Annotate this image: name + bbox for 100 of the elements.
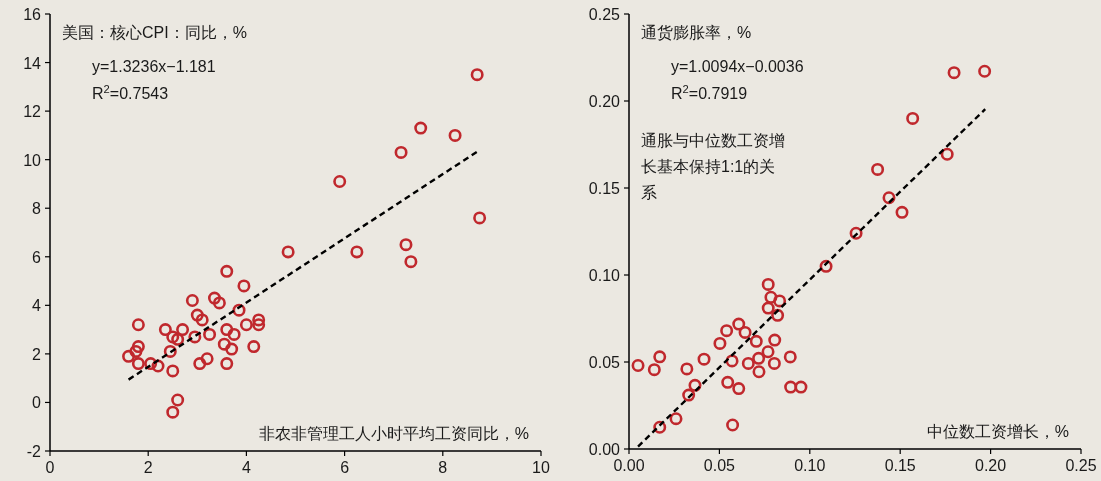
point <box>653 350 667 364</box>
annotation: R$^{2}$=0.7919 <box>671 83 748 102</box>
y-tick-label: 0 <box>32 394 42 412</box>
point <box>749 334 763 348</box>
point <box>220 323 234 337</box>
point <box>732 317 746 331</box>
x-tick-label: 10 <box>532 459 550 476</box>
point <box>350 245 364 259</box>
point <box>647 363 661 377</box>
point <box>473 211 487 225</box>
y-tick-label: 0.00 <box>588 441 621 458</box>
y-axis-title: 美国：核心CPI：同比，% <box>62 24 247 41</box>
point <box>131 318 145 332</box>
point <box>764 290 778 304</box>
point <box>761 301 775 315</box>
y-tick-label: 16 <box>23 6 42 23</box>
y-axis-title: 通货膨胀率，% <box>641 24 752 41</box>
point <box>720 324 734 338</box>
point <box>404 255 418 269</box>
point <box>129 344 143 358</box>
point <box>978 64 992 78</box>
point <box>414 121 428 135</box>
point <box>166 330 180 344</box>
point <box>399 238 413 252</box>
point <box>281 245 295 259</box>
point <box>190 308 204 322</box>
x-tick-label: 0.25 <box>1065 457 1097 474</box>
y-tick-label: 0.15 <box>588 180 621 197</box>
point <box>752 365 766 379</box>
point <box>225 342 239 356</box>
point <box>252 313 266 327</box>
point <box>247 340 261 354</box>
annotation: 通胀与中位数工资增长基本保持1:1的关系 <box>641 132 785 201</box>
point <box>176 323 190 337</box>
x-axis-title: 非农非管理工人小时平均工资同比，% <box>258 425 529 442</box>
x-tick-label: 0.00 <box>613 457 645 474</box>
point <box>166 364 180 378</box>
point <box>697 352 711 366</box>
point <box>212 296 226 310</box>
x-tick-label: 0.10 <box>794 457 826 474</box>
point <box>767 356 781 370</box>
point <box>122 349 136 363</box>
point <box>203 327 217 341</box>
point <box>448 128 462 142</box>
y-tick-label: 4 <box>32 297 42 315</box>
point <box>171 332 185 346</box>
point <box>171 393 185 407</box>
point <box>721 375 735 389</box>
point <box>768 333 782 347</box>
point <box>200 352 214 366</box>
y-tick-label: 10 <box>23 151 42 169</box>
x-tick-label: 0 <box>45 459 55 476</box>
y-tick-label: 8 <box>32 200 42 218</box>
point <box>333 175 347 189</box>
point <box>682 388 696 402</box>
y-tick-label: -2 <box>26 443 42 460</box>
point <box>237 279 251 293</box>
y-tick-label: 0.10 <box>588 267 621 284</box>
point <box>193 357 207 371</box>
y-tick-label: 0.25 <box>588 6 621 23</box>
point <box>784 380 798 394</box>
point <box>680 362 694 376</box>
point <box>783 350 797 364</box>
y-tick-label: 0.05 <box>588 354 621 371</box>
point <box>185 293 199 307</box>
point <box>394 145 408 159</box>
x-tick-label: 0.15 <box>884 457 916 474</box>
point <box>761 277 775 291</box>
y-tick-label: 14 <box>23 54 42 72</box>
point <box>669 412 683 426</box>
y-tick-label: 0.20 <box>588 93 621 110</box>
point <box>713 336 727 350</box>
y-tick-label: 12 <box>23 103 42 121</box>
x-tick-label: 8 <box>438 459 448 476</box>
annotation: y=1.3236x−1.181 <box>92 58 216 75</box>
point <box>220 357 234 371</box>
point <box>726 418 740 432</box>
y-tick-label: 6 <box>32 248 42 266</box>
point <box>631 358 645 372</box>
point <box>771 308 785 322</box>
point <box>761 345 775 359</box>
point <box>752 351 766 365</box>
annotation: y=1.0094x−0.0036 <box>671 58 804 75</box>
point <box>207 291 221 305</box>
point <box>794 380 808 394</box>
point <box>217 337 231 351</box>
y-tick-label: 2 <box>32 345 42 363</box>
point <box>732 382 746 396</box>
x-tick-label: 0.05 <box>703 457 736 474</box>
x-tick-label: 0.20 <box>975 457 1007 474</box>
point <box>220 264 234 278</box>
point <box>195 313 209 327</box>
x-tick-label: 6 <box>340 459 350 476</box>
point <box>131 357 145 371</box>
point <box>906 111 920 125</box>
annotation: R$^{2}$=0.7543 <box>92 83 169 102</box>
x-tick-label: 4 <box>241 459 251 476</box>
x-tick-label: 2 <box>143 459 153 476</box>
point <box>252 318 266 332</box>
point <box>871 162 885 176</box>
